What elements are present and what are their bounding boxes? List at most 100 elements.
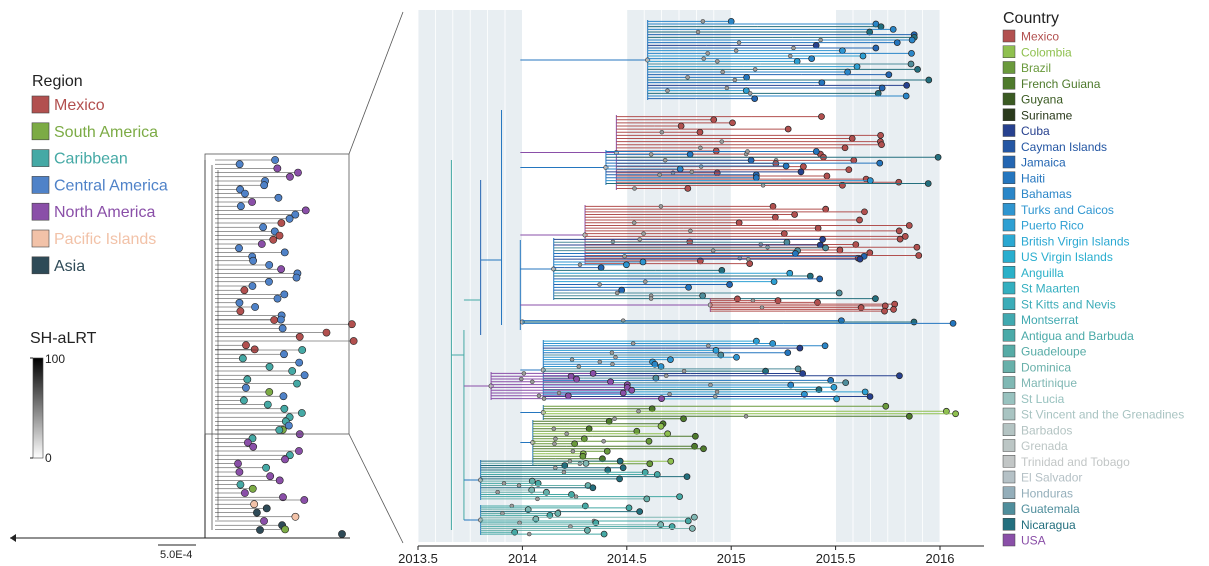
tip-node — [866, 28, 874, 36]
internal-node — [622, 254, 627, 259]
internal-node — [752, 67, 758, 72]
tip-node — [872, 295, 879, 302]
tip-node — [762, 367, 769, 375]
internal-node — [732, 77, 738, 83]
internal-node — [698, 145, 703, 151]
internal-node — [665, 88, 670, 93]
tip-node — [743, 73, 750, 81]
tip-node — [908, 36, 916, 44]
country-swatch — [1002, 234, 1016, 247]
tip-node — [667, 457, 675, 465]
region-legend-title: Region — [32, 73, 83, 90]
tip-node — [878, 141, 885, 149]
tip-node — [573, 375, 580, 383]
tip-node — [273, 294, 282, 303]
country-swatch — [1002, 250, 1016, 263]
country-label: St Kitts and Nevis — [1021, 297, 1116, 311]
country-swatch — [1002, 502, 1016, 515]
internal-node — [664, 373, 669, 379]
tip-node — [235, 244, 243, 253]
country-swatch — [1002, 61, 1016, 74]
tip-node — [645, 437, 653, 445]
tip-node — [568, 491, 575, 498]
tip-node — [683, 473, 691, 481]
tip-node — [266, 472, 275, 481]
tip-node — [280, 350, 288, 359]
tip-node — [528, 477, 536, 485]
country-label: Trinidad and Tobago — [1021, 455, 1130, 469]
country-swatch — [1002, 108, 1016, 121]
tip-node — [603, 447, 611, 455]
tip-node — [877, 23, 885, 31]
country-label: Haiti — [1021, 171, 1045, 185]
internal-node — [733, 48, 739, 53]
tip-node — [275, 426, 284, 434]
tip-node — [796, 344, 804, 352]
internal-node — [685, 75, 690, 80]
internal-node — [648, 296, 654, 301]
country-swatch — [1002, 329, 1016, 342]
country-label: Puerto Rico — [1021, 219, 1084, 233]
tip-node — [747, 156, 755, 164]
tip-node — [616, 457, 624, 465]
tip-node — [589, 370, 597, 377]
tip-node — [240, 489, 249, 497]
tip-node — [770, 278, 778, 286]
tip-node — [567, 372, 575, 380]
tip-node — [257, 240, 266, 248]
tip-node — [285, 214, 294, 223]
support-legend: SH-aLRT 100 0 — [30, 330, 97, 465]
tip-node — [235, 468, 244, 476]
country-label: Honduras — [1021, 486, 1073, 500]
time-tree — [450, 17, 959, 538]
region-swatch — [31, 149, 50, 167]
tip-node — [896, 235, 904, 243]
tip-node — [600, 530, 608, 538]
tip-node — [256, 526, 264, 534]
tip-node — [234, 459, 242, 468]
tip-node — [260, 181, 269, 190]
tip-node — [786, 269, 794, 277]
tip-node — [241, 189, 249, 198]
tip-node — [607, 378, 614, 386]
tip-node — [952, 410, 959, 418]
tip-node — [816, 275, 824, 283]
tip-node — [889, 25, 897, 33]
tip-node — [830, 383, 838, 391]
tip-node — [680, 415, 687, 423]
tip-node — [273, 164, 282, 173]
tip-node — [619, 464, 627, 472]
country-swatch — [1002, 533, 1016, 547]
internal-node — [788, 53, 793, 59]
tip-node — [618, 286, 626, 294]
tip-node — [349, 337, 358, 345]
country-label: Colombia — [1021, 45, 1072, 59]
internal-node — [564, 431, 569, 436]
tip-node — [827, 377, 835, 384]
tip-node — [866, 393, 874, 400]
tip-node — [866, 249, 874, 257]
internal-node — [597, 282, 602, 287]
tip-node — [949, 319, 957, 327]
tip-node — [878, 84, 886, 92]
internal-node — [576, 364, 582, 369]
internal-node — [552, 441, 557, 446]
internal-node — [631, 220, 637, 225]
time-axis: 2013.5 2014 2014.5 2015 2015.5 2016 — [398, 545, 984, 566]
tip-node — [554, 510, 562, 517]
country-label: Antigua and Barbuda — [1021, 329, 1134, 343]
tip-node — [844, 68, 851, 76]
tip-node — [625, 504, 633, 512]
tip-node — [237, 202, 245, 211]
tip-node — [841, 144, 849, 152]
tip-node — [852, 241, 860, 248]
internal-node — [695, 29, 701, 35]
tip-node — [279, 392, 288, 401]
internal-node — [643, 279, 648, 284]
tip-node — [262, 504, 271, 513]
tip-node — [284, 421, 293, 430]
region-swatch — [31, 202, 50, 221]
tip-node — [685, 283, 692, 291]
tip-node — [589, 484, 597, 492]
